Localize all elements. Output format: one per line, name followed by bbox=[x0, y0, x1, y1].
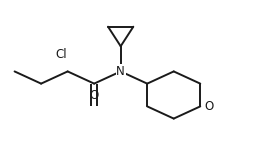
Text: N: N bbox=[116, 65, 125, 78]
Text: O: O bbox=[90, 89, 99, 102]
Text: O: O bbox=[205, 100, 214, 113]
Text: Cl: Cl bbox=[56, 48, 67, 61]
